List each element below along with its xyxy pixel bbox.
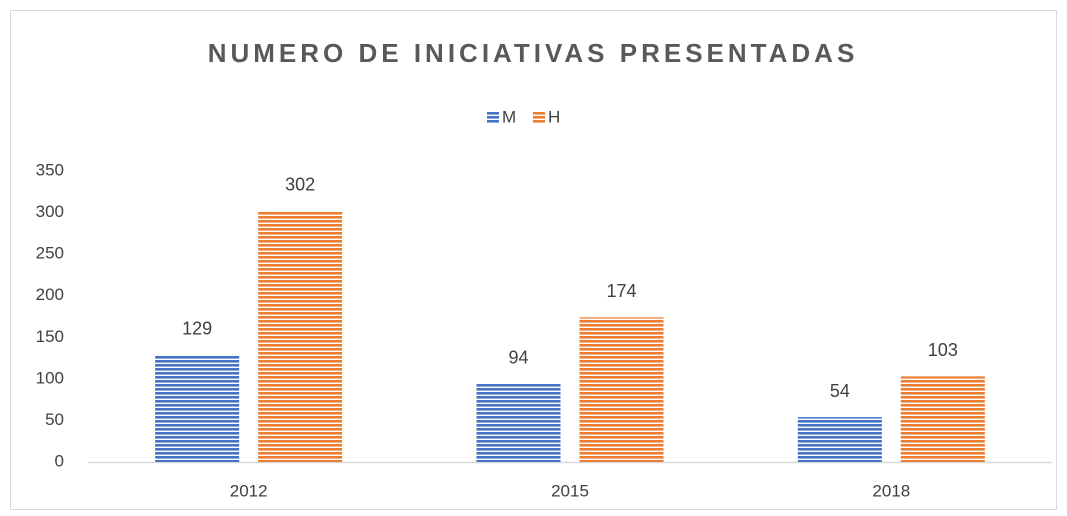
y-tick-label: 50 [45,410,64,429]
bar [155,354,240,462]
legend-swatch [487,111,499,123]
x-tick-label: 2018 [872,481,910,500]
y-tick-label: 150 [36,327,64,346]
y-tick-label: 250 [36,244,64,263]
chart-title: NUMERO DE INICIATIVAS PRESENTADAS [208,38,859,68]
x-tick-label: 2012 [230,481,268,500]
data-label: 129 [182,318,212,338]
y-tick-label: 100 [36,368,64,387]
bar [258,210,343,462]
bar [579,317,664,462]
legend-swatch [533,111,545,123]
bar [900,376,985,462]
bar [476,383,561,462]
data-label: 302 [285,175,315,195]
data-label: 103 [928,340,958,360]
y-tick-label: 200 [36,285,64,304]
legend-label: M [502,107,516,126]
y-tick-label: 350 [36,160,64,179]
y-tick-label: 300 [36,202,64,221]
bar [797,417,882,462]
data-label: 94 [508,348,528,368]
legend-label: H [548,107,560,126]
data-label: 174 [606,281,636,301]
data-label: 54 [830,381,850,401]
x-tick-label: 2015 [551,481,589,500]
y-tick-label: 0 [55,451,64,470]
